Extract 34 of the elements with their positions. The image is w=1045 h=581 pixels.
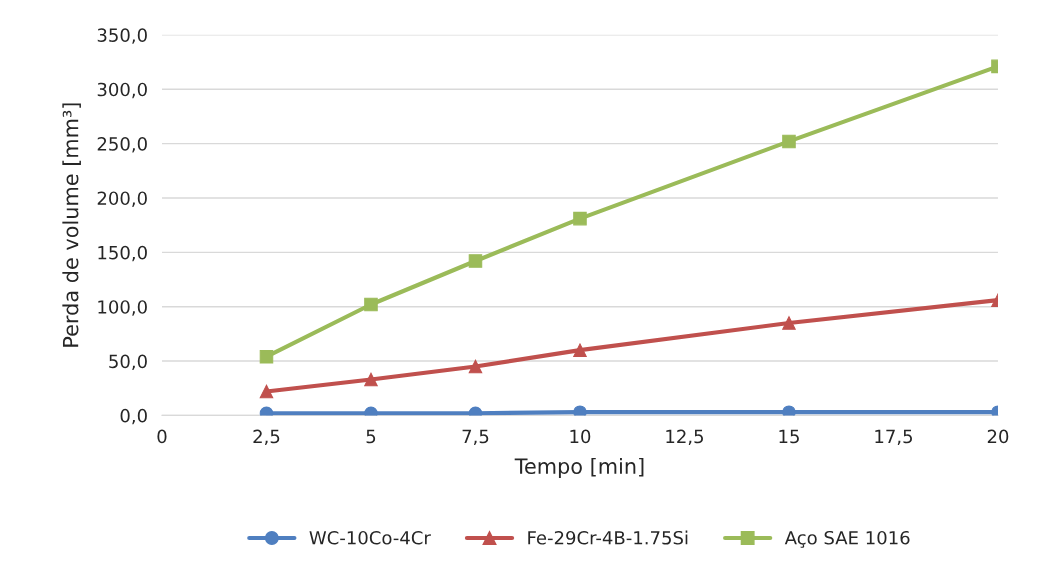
point — [782, 134, 796, 149]
point — [259, 349, 274, 364]
point — [468, 254, 483, 268]
y-tick-label: 250,0 — [97, 137, 147, 153]
point — [364, 372, 378, 387]
x-tick-label: 12,5 — [666, 429, 703, 446]
x-tick-label: 5 — [366, 429, 376, 444]
x-tick-label: 2,5 — [253, 429, 280, 446]
y-tick-label: 0,0 — [120, 408, 147, 425]
y-tick-label: 200,0 — [97, 191, 147, 207]
y-axis-title: Perda de volume [mm³] — [62, 103, 81, 347]
y-tick-label: 300,0 — [97, 82, 147, 99]
point — [573, 211, 587, 226]
y-tick-label: 50,0 — [109, 354, 147, 371]
x-tick-label: 15 — [779, 429, 799, 444]
legend-label: WC-10Co-4Cr — [309, 530, 431, 545]
point — [364, 297, 378, 312]
x-tick-label: 7,5 — [462, 429, 489, 446]
x-tick-label: 20 — [987, 429, 1009, 444]
x-axis-title: Tempo [min] — [514, 457, 644, 479]
point — [573, 405, 587, 416]
x-tick-label: 17,5 — [875, 429, 912, 446]
legend-label: Aço SAE 1016 — [784, 530, 910, 548]
y-tick-label: 350,0 — [97, 28, 147, 44]
point — [782, 316, 796, 330]
legend-label: Fe-29Cr-4B-1.75Si — [528, 530, 688, 545]
point — [782, 405, 796, 416]
x-tick-label: 0 — [157, 429, 167, 444]
point — [259, 384, 274, 399]
x-tick-label: 10 — [570, 429, 591, 444]
point — [573, 343, 587, 357]
y-tick-label: 150,0 — [98, 245, 147, 262]
point — [468, 359, 483, 374]
y-tick-label: 100,0 — [98, 300, 147, 316]
